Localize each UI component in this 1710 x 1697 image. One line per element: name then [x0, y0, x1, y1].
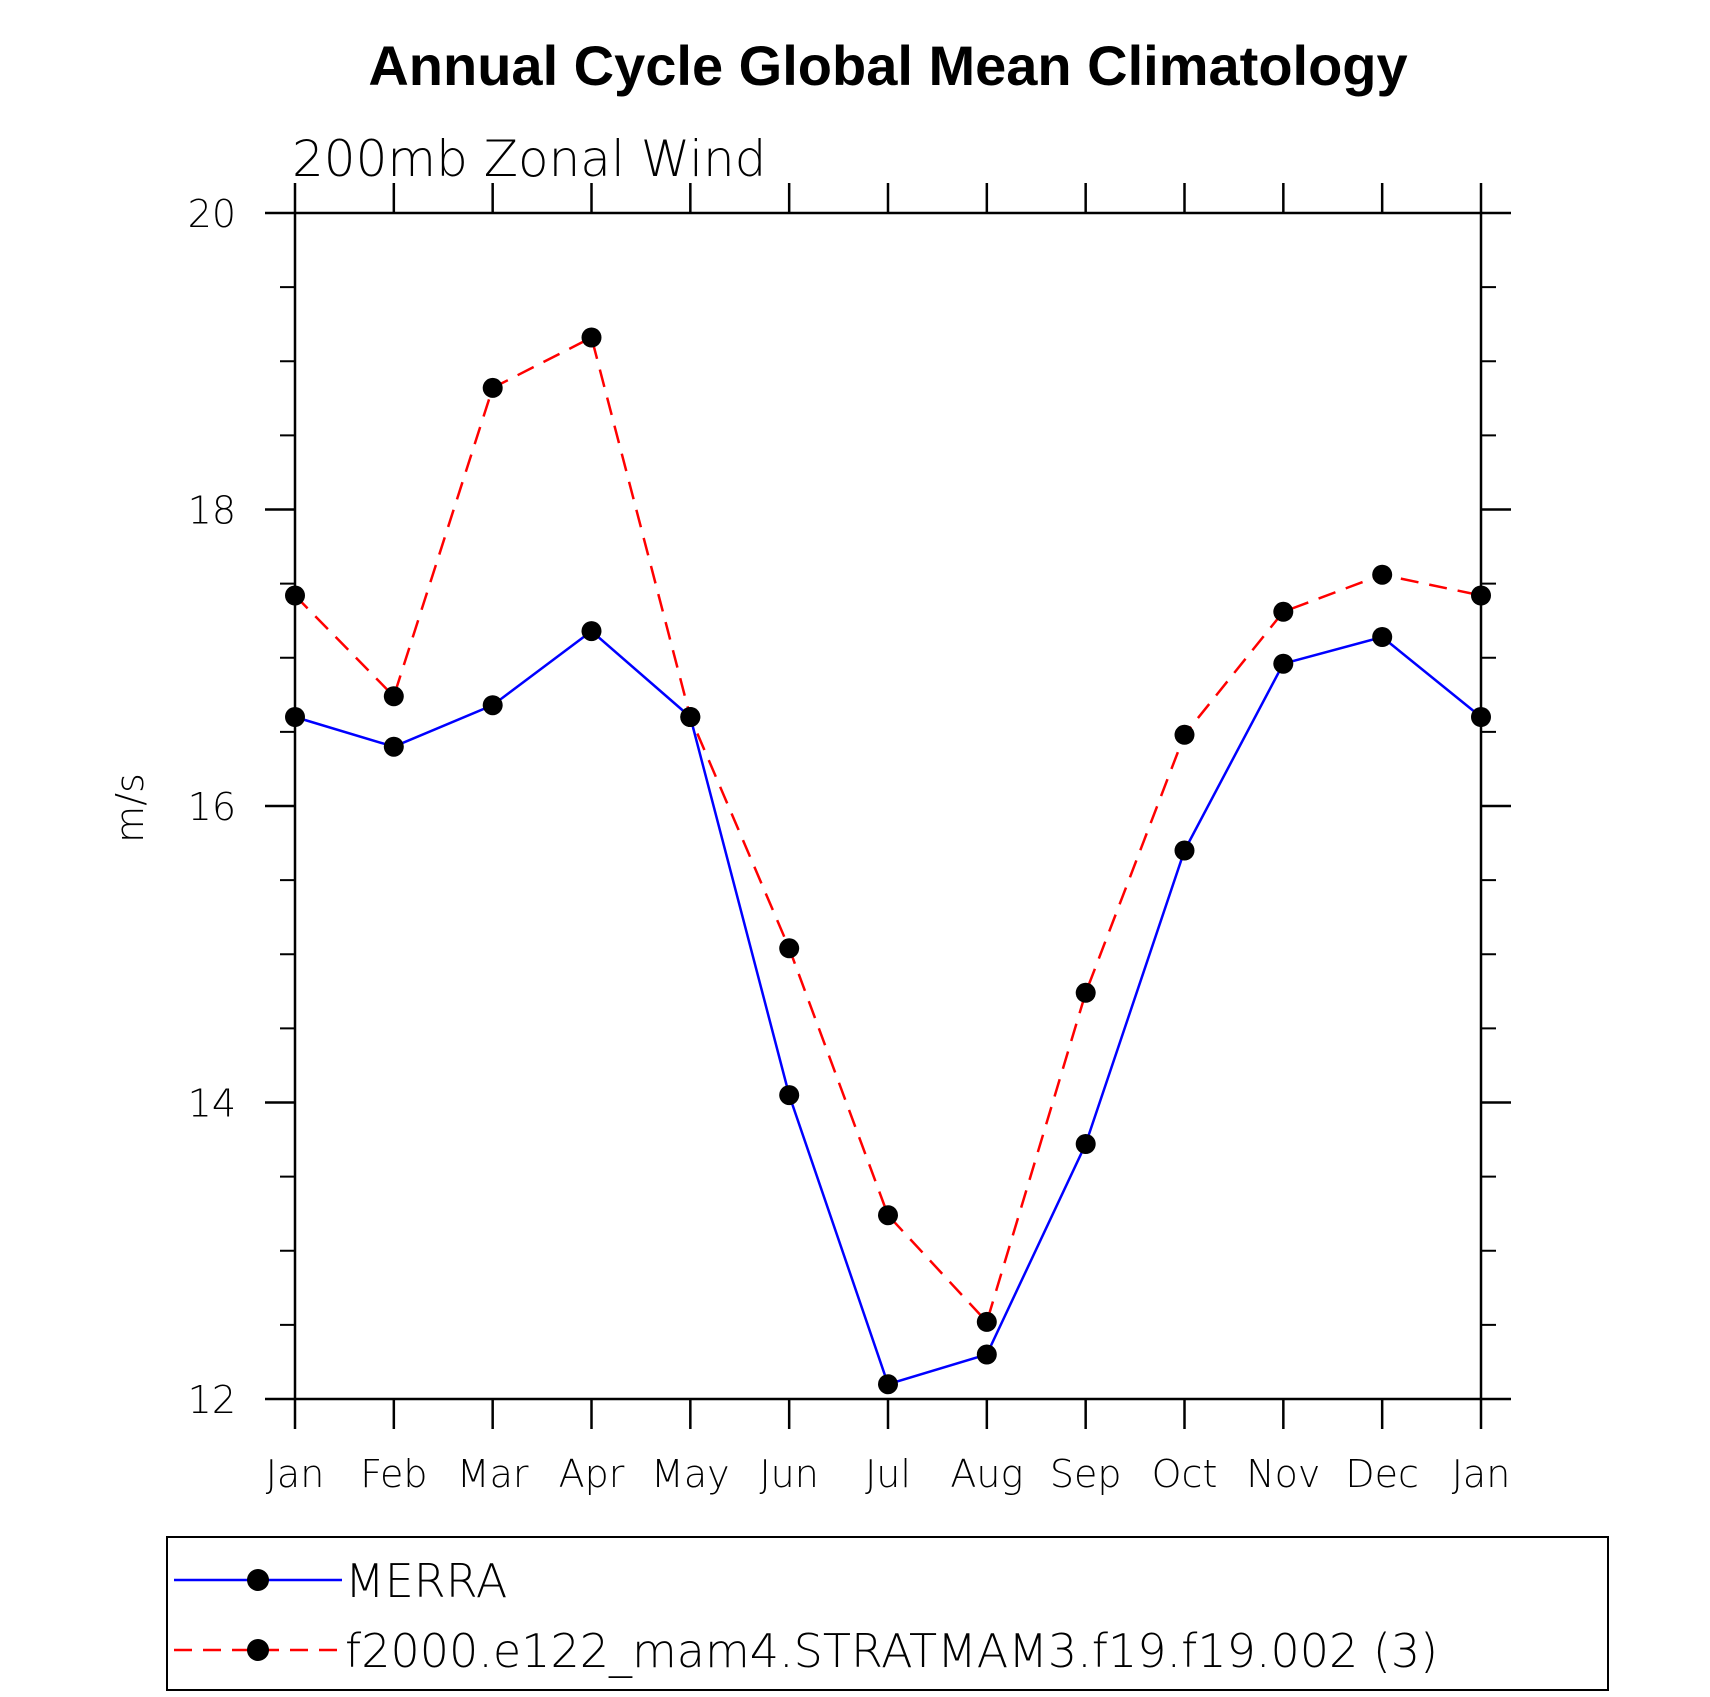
series-line-1	[294, 335, 1482, 1325]
y-tick-label: 20	[188, 192, 236, 236]
data-point-series-0	[779, 1085, 800, 1106]
x-tick-label: Jan	[1452, 1452, 1511, 1496]
y-tick-label: 18	[188, 489, 236, 533]
series-line-0	[294, 629, 1482, 1386]
x-tick-label: Oct	[1152, 1452, 1218, 1496]
data-point-series-1	[581, 327, 602, 348]
chart-title: Annual Cycle Global Mean Climatology	[368, 34, 1407, 97]
data-point-series-0	[1273, 653, 1294, 674]
data-point-series-0	[976, 1344, 997, 1365]
data-point-series-0	[383, 736, 404, 757]
y-tick-label: 16	[188, 785, 236, 829]
legend-marker-merra	[247, 1569, 269, 1591]
data-point-series-0	[1075, 1134, 1096, 1154]
legend: MERRA f2000.e122_mam4.STRATMAM3.f19.f19.…	[166, 1536, 1609, 1691]
axis-ticks	[265, 183, 1511, 1429]
x-tick-label: Jan	[266, 1452, 325, 1496]
x-tick-label: Feb	[360, 1452, 427, 1496]
chart-subtitle: 200mb Zonal Wind	[292, 130, 766, 188]
data-point-series-1	[1372, 564, 1393, 585]
y-tick-label: 12	[188, 1378, 236, 1422]
plot-frame	[293, 211, 1483, 1401]
data-point-series-0	[482, 695, 503, 716]
data-point-series-1	[383, 686, 404, 707]
data-point-series-1	[1174, 724, 1195, 745]
data-point-series-1	[976, 1311, 997, 1332]
data-point-series-1	[878, 1205, 898, 1226]
x-tick-label: Apr	[559, 1452, 625, 1496]
data-point-series-1	[779, 938, 800, 959]
data-point-series-0	[1174, 840, 1195, 861]
x-tick-label: May	[651, 1452, 730, 1496]
x-tick-label: Jul	[865, 1452, 911, 1496]
y-axis-label: m/s	[108, 773, 152, 843]
data-point-series-1	[680, 707, 701, 727]
x-tick-label: Nov	[1246, 1452, 1320, 1496]
y-tick-label: 14	[188, 1082, 236, 1126]
data-point-series-1	[1075, 982, 1096, 1003]
data-point-series-1	[1273, 601, 1294, 622]
legend-label-model: f2000.e122_mam4.STRATMAM3.f19.f19.002 (3…	[345, 1624, 1438, 1678]
x-tick-label: Mar	[457, 1452, 529, 1496]
x-tick-label: Sep	[1050, 1452, 1122, 1496]
data-point-series-0	[1372, 627, 1393, 647]
legend-marker-model	[247, 1639, 269, 1661]
x-tick-label: Aug	[950, 1452, 1023, 1496]
legend-box	[166, 1536, 1609, 1691]
x-tick-label: Dec	[1345, 1452, 1419, 1496]
x-tick-label: Jun	[759, 1452, 818, 1496]
legend-label-merra: MERRA	[345, 1554, 507, 1608]
series-layer	[285, 327, 1491, 1395]
data-point-series-0	[878, 1374, 898, 1395]
data-point-series-1	[482, 377, 503, 398]
data-point-series-0	[581, 621, 602, 642]
y-tick-labels: 12 14 16 18 20	[188, 192, 236, 1422]
x-tick-labels: Jan Feb Mar Apr May Jun Jul Aug Sep Oct Nov Dec Jan	[266, 1452, 1511, 1496]
